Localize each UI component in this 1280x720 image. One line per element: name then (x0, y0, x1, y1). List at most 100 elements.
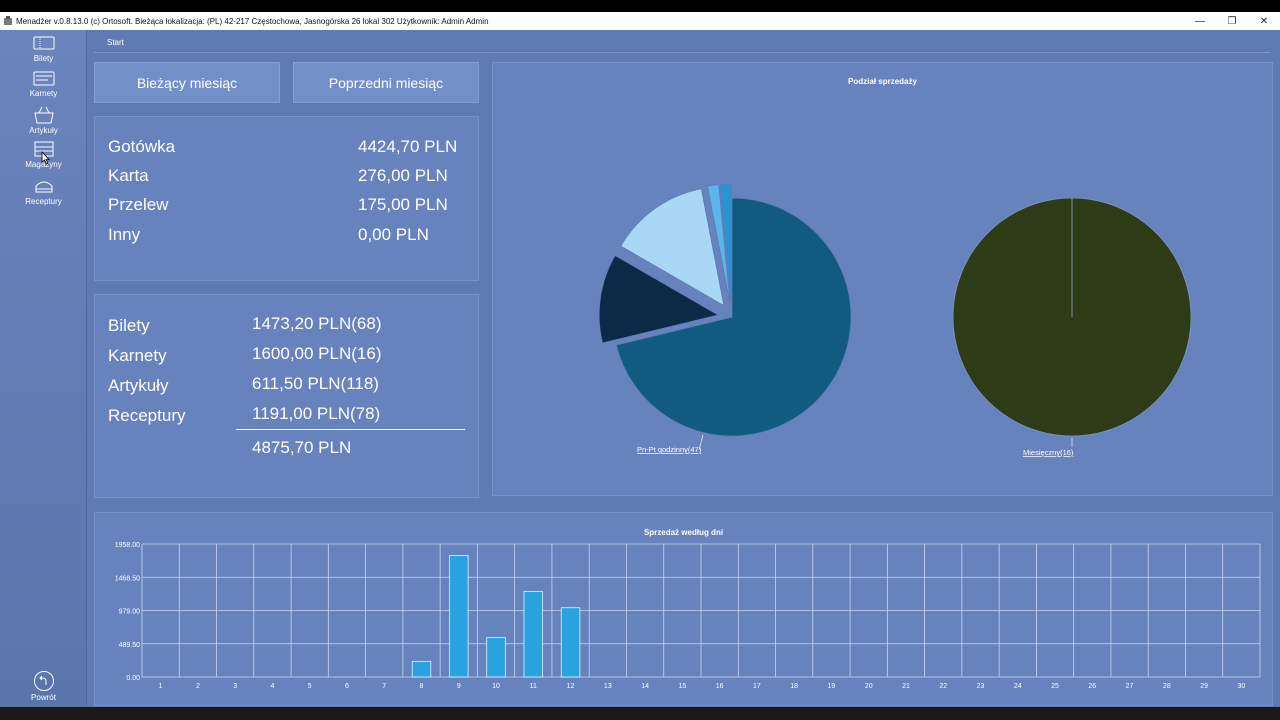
sidebar-item-karnety[interactable]: Karnety (0, 68, 87, 98)
category-label-tickets: Bilety (108, 316, 150, 335)
sidebar-item-label: Artykuły (29, 126, 58, 135)
window-titlebar: Menadżer v.0.8.13.0 (c) Ortosoft. Bieżąc… (0, 12, 1280, 30)
payment-value-transfer: 175,00 PLN (358, 195, 448, 214)
sidebar-item-label: Bilety (33, 54, 54, 63)
x-tick-label: 28 (1163, 683, 1171, 690)
category-value-passes: 1600,00 PLN(16) (252, 344, 382, 363)
close-button[interactable]: ✕ (1259, 15, 1269, 27)
recipe-icon (35, 181, 52, 193)
x-tick-label: 19 (828, 683, 836, 690)
sidebar-item-receptury[interactable]: Receptury (0, 176, 87, 206)
pie-slice-1 (598, 254, 720, 344)
sidebar-item-bilety[interactable]: Bilety (0, 33, 87, 63)
mouse-cursor-icon (41, 151, 50, 165)
payment-label-cash: Gotówka (108, 137, 176, 156)
pie-label-leader (698, 434, 704, 451)
payment-label-other: Inny (108, 225, 141, 244)
x-tick-label: 12 (567, 683, 575, 690)
category-label-passes: Karnety (108, 346, 167, 365)
back-arrow-icon (33, 671, 54, 691)
y-tick-label: 979.00 (119, 609, 141, 616)
window-title: Menadżer v.0.8.13.0 (c) Ortosoft. Bieżąc… (16, 16, 489, 26)
taskbar-strip (0, 707, 1280, 720)
x-tick-label: 21 (902, 683, 910, 690)
x-tick-label: 26 (1088, 683, 1096, 690)
monthly-pie: Miesięczny(16) (952, 197, 1192, 457)
x-tick-label: 6 (345, 683, 349, 690)
y-tick-label: 1468.50 (115, 575, 140, 582)
sum-divider (236, 429, 465, 430)
bar-day-9 (449, 555, 469, 678)
x-tick-label: 16 (716, 683, 724, 690)
sidebar-item-label: Magazyny (25, 160, 62, 169)
x-tick-label: 8 (420, 683, 424, 690)
payment-label-transfer: Przelew (108, 195, 169, 214)
payment-value-other: 0,00 PLN (358, 225, 429, 244)
x-tick-label: 30 (1237, 683, 1245, 690)
category-value-recipes: 1191,00 PLN(78) (252, 404, 381, 423)
y-tick-label: 1958.00 (115, 542, 140, 549)
payment-label-card: Karta (108, 166, 149, 185)
x-tick-label: 17 (753, 683, 761, 690)
payments-panel: Gotówka 4424,70 PLN Karta 276,00 PLN Prz… (94, 116, 479, 281)
app-icon (4, 16, 12, 25)
category-label-articles: Artykuły (108, 376, 169, 395)
sidebar-item-label: Receptury (25, 197, 62, 206)
payment-value-card: 276,00 PLN (358, 166, 448, 185)
minimize-button[interactable]: — (1195, 15, 1205, 27)
x-tick-label: 5 (308, 683, 312, 690)
daily-sales-panel: Sprzedaż według dni 0.00 489.50 979.00 1468… (94, 512, 1273, 706)
bar-day-12 (560, 607, 581, 678)
breadcrumb-divider (94, 52, 1270, 53)
breadcrumb[interactable]: Start (107, 38, 124, 47)
category-value-articles: 611,50 PLN(118) (252, 374, 379, 393)
pie-slice-0 (615, 197, 852, 437)
pie-slice-3 (707, 184, 731, 304)
x-tick-label: 9 (457, 683, 461, 690)
ticket-icon (33, 36, 54, 50)
sidebar-item-label: Karnety (29, 89, 58, 98)
tab-previous-month[interactable]: Poprzedni miesiąc (293, 62, 479, 103)
pie-slice-4 (719, 183, 732, 304)
x-tick-label: 25 (1051, 683, 1059, 690)
app-main: Bilety Karnety Artykuły Magazyny (0, 30, 1280, 707)
bar-day-10 (486, 637, 506, 678)
pie-label: Pn-Pt godzinny(47) (637, 445, 702, 454)
x-tick-label: 22 (939, 683, 947, 690)
category-label-recipes: Receptury (108, 406, 186, 425)
pie-slice-2 (620, 188, 725, 307)
tab-current-month[interactable]: Bieżący miesiąc (94, 62, 280, 103)
x-tick-label: 24 (1014, 683, 1022, 690)
basket-icon (33, 106, 54, 124)
x-tick-label: 18 (790, 683, 798, 690)
sales-split-title: Podział sprzedaży (848, 77, 917, 86)
x-tick-label: 11 (530, 683, 537, 690)
sales-split-pie: Pn-Pt godzinny(47) (598, 183, 852, 454)
x-tick-label: 4 (270, 683, 274, 690)
pie-label: Miesięczny(16) (1023, 448, 1074, 457)
x-tick-label: 29 (1200, 683, 1208, 690)
y-tick-label: 0.00 (126, 675, 140, 682)
x-tick-label: 15 (678, 683, 686, 690)
y-tick-label: 489.50 (119, 642, 141, 649)
back-button[interactable]: Powrót (0, 670, 87, 702)
x-tick-label: 7 (382, 683, 386, 690)
x-tick-label: 3 (233, 683, 237, 690)
back-label: Powrót (31, 693, 56, 702)
restore-button[interactable]: ❐ (1227, 15, 1237, 27)
pass-card-icon (33, 71, 54, 86)
x-tick-label: 1 (159, 683, 163, 690)
categories-total: 4875,70 PLN (252, 438, 352, 457)
bar-day-11 (523, 591, 544, 678)
x-tick-label: 10 (492, 683, 500, 690)
sidebar-item-artykuly[interactable]: Artykuły (0, 105, 87, 135)
x-tick-label: 23 (977, 683, 985, 690)
sidebar: Bilety Karnety Artykuły Magazyny (0, 30, 87, 707)
categories-panel: Bilety 1473,20 PLN(68) Karnety 1600,00 P… (94, 294, 479, 498)
x-tick-label: 20 (865, 683, 873, 690)
daily-sales-title: Sprzedaż według dni (643, 528, 724, 537)
payment-value-cash: 4424,70 PLN (358, 137, 458, 156)
category-value-tickets: 1473,20 PLN(68) (252, 314, 382, 333)
x-tick-label: 2 (196, 683, 200, 690)
